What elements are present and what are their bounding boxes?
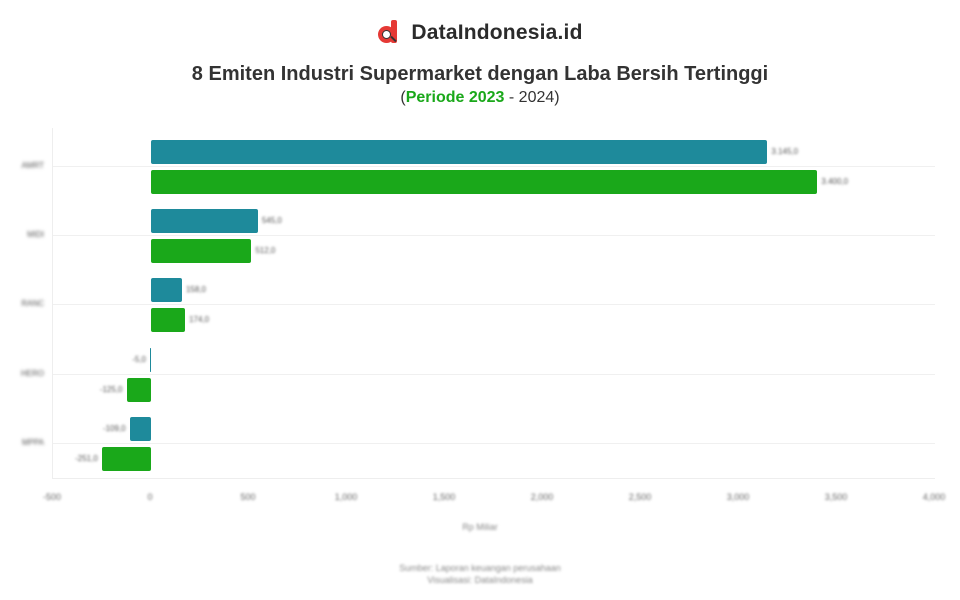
bar-mppa-2024[interactable]	[101, 447, 151, 471]
dataindonesia-logo-icon	[377, 20, 401, 46]
data-label: -125,0	[99, 385, 123, 394]
category-label: AMRT	[21, 161, 44, 170]
data-label: 545,0	[261, 216, 282, 225]
source-line: Sumber: Laporan keuangan perusahaan	[399, 563, 561, 573]
subtitle-highlight: Periode 2023	[405, 89, 505, 106]
bar-hero-2023[interactable]	[150, 348, 152, 372]
data-label: -5,0	[132, 355, 147, 364]
subtitle-open: (	[400, 89, 406, 106]
x-tick-label: 500	[240, 492, 256, 502]
bar-hero-2024[interactable]	[126, 378, 151, 402]
category-label: MPPA	[21, 438, 44, 447]
x-tick-label: 2,000	[530, 492, 554, 502]
chart-subtitle: (Periode 2023 - 2024)	[0, 89, 960, 107]
bar-ranc-2023[interactable]	[151, 278, 182, 302]
x-tick-label: -500	[42, 492, 62, 502]
x-tick-label: 1,000	[334, 492, 358, 502]
subtitle-rest: - 2024)	[504, 89, 560, 106]
x-tick-label: 0	[147, 492, 153, 502]
x-tick-label: 3,500	[824, 492, 848, 502]
x-tick-label: 1,500	[432, 492, 456, 502]
x-tick-label: 3,000	[726, 492, 750, 502]
chart-plot-area: 3.145,0 3.400,0 545,0 512,0 158,0 174,0 -5,0 -1…	[52, 128, 935, 479]
x-axis-label: Rp Miliar	[462, 522, 498, 532]
data-label: 174,0	[189, 315, 210, 324]
gridline	[53, 166, 935, 167]
category-label: HERO	[20, 369, 44, 378]
bar-midi-2024[interactable]	[151, 239, 252, 263]
data-label: 512,0	[255, 246, 276, 255]
gridline	[53, 443, 935, 444]
category-label: RANC	[21, 299, 44, 308]
brand-name: DataIndonesia.id	[411, 21, 583, 44]
gridline	[53, 304, 935, 305]
bar-amrt-2024[interactable]	[151, 170, 818, 194]
bar-ranc-2024[interactable]	[151, 308, 186, 332]
data-label: 3.145,0	[771, 147, 799, 156]
x-tick-label: 2,500	[628, 492, 652, 502]
gridline	[53, 235, 935, 236]
bar-mppa-2023[interactable]	[129, 417, 151, 441]
source-note: Sumber: Laporan keuangan perusahaan Visu…	[0, 562, 960, 586]
data-label: -109,0	[102, 424, 126, 433]
gridline	[53, 374, 935, 375]
chart-title: 8 Emiten Industri Supermarket dengan Lab…	[191, 63, 769, 85]
x-tick-label: 4,000	[922, 492, 946, 502]
category-label: MIDI	[27, 230, 44, 239]
data-label: -251,0	[75, 454, 98, 463]
data-label: 3.400,0	[821, 177, 849, 186]
data-label: 158,0	[185, 285, 206, 294]
brand-header: DataIndonesia.id	[0, 20, 960, 46]
visualization-credit: Visualisasi: DataIndonesia	[427, 575, 533, 585]
bar-amrt-2023[interactable]	[151, 140, 768, 164]
bar-midi-2023[interactable]	[151, 209, 258, 233]
